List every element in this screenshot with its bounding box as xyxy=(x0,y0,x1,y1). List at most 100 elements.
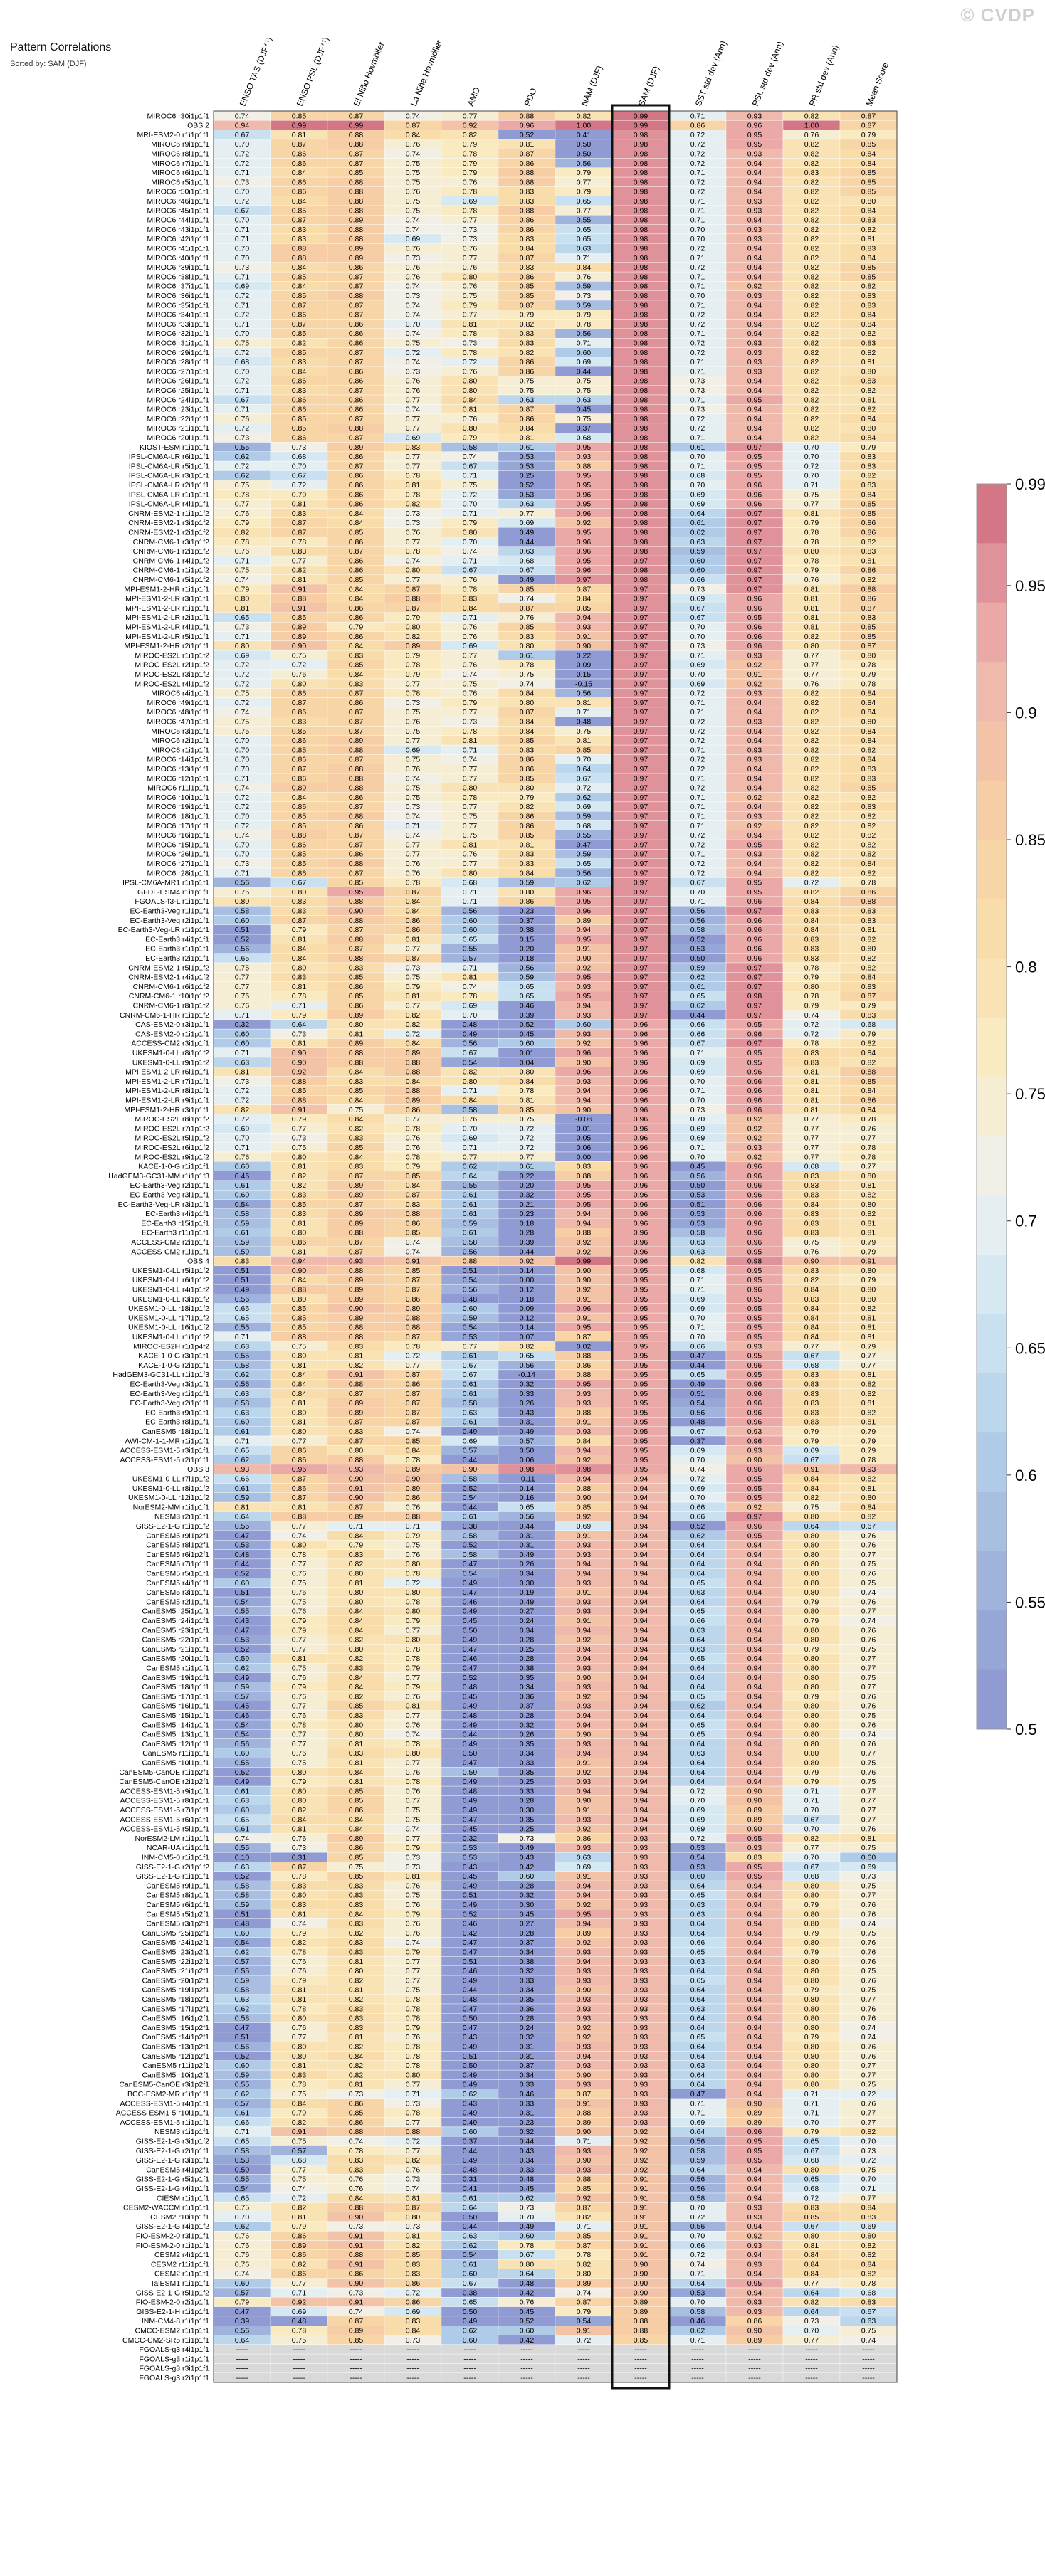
cell-value: 0.83 xyxy=(520,188,535,196)
cell-value: 0.81 xyxy=(463,320,478,329)
cell-value: 0.89 xyxy=(349,1219,364,1228)
cell-value: 0.71 xyxy=(690,1049,705,1057)
cell-value: 0.78 xyxy=(463,206,478,215)
cell-value: 0.15 xyxy=(577,670,592,679)
cell-value: 0.87 xyxy=(349,547,364,556)
cell-value: 0.82 xyxy=(804,140,819,149)
cell-value: 0.86 xyxy=(406,1494,421,1502)
cell-value: 0.91 xyxy=(349,1371,364,1379)
row-label: BCC-ESM2-MR r1i1p1f1 xyxy=(127,2090,209,2099)
cell-value: 0.88 xyxy=(349,197,364,206)
cell-value: 0.52 xyxy=(520,1020,535,1029)
cell-value: 0.77 xyxy=(861,1352,876,1361)
cell-value: 0.62 xyxy=(690,1531,705,1540)
cell-value: 0.71 xyxy=(690,813,705,821)
cell-value: 0.95 xyxy=(747,453,762,461)
cell-value: 0.83 xyxy=(349,1342,364,1351)
cell-value: 0.79 xyxy=(804,566,819,575)
cell-value: 0.76 xyxy=(861,1531,876,1540)
cell-value: 0.87 xyxy=(520,406,535,414)
cell-value: 0.84 xyxy=(406,1181,421,1190)
cell-value: 0.91 xyxy=(577,1314,592,1322)
cell-value: 0.84 xyxy=(292,1390,307,1398)
cell-value: 0.85 xyxy=(292,822,307,830)
row-label: CanESM5 r15i1p1f1 xyxy=(142,1711,209,1720)
cell-value: 0.69 xyxy=(690,1304,705,1313)
cell-value: 0.22 xyxy=(520,1172,535,1181)
cell-value: 0.79 xyxy=(235,519,250,527)
cell-value: 0.98 xyxy=(634,206,648,215)
cell-value: 1.00 xyxy=(577,122,592,130)
cell-value: 0.81 xyxy=(861,1324,876,1332)
row-label: CanESM5 r9i1p1f1 xyxy=(146,1881,209,1890)
cell-value: 0.83 xyxy=(804,169,819,177)
cell-value: 0.82 xyxy=(804,216,819,225)
row-label: MIROC6 r35i1p1f1 xyxy=(147,301,209,310)
cell-value: 0.97 xyxy=(747,1513,762,1521)
cell-value: 0.63 xyxy=(235,1390,250,1398)
cell-value: 0.84 xyxy=(292,1371,307,1379)
cell-value: 0.93 xyxy=(747,349,762,357)
cell-value: 0.84 xyxy=(520,424,535,433)
cell-value: 0.97 xyxy=(634,699,648,707)
cell-value: 0.78 xyxy=(861,1456,876,1464)
cell-value: 0.86 xyxy=(406,1295,421,1304)
cell-value: 0.81 xyxy=(463,737,478,745)
cell-value: 0.88 xyxy=(349,206,364,215)
cell-value: 0.93 xyxy=(577,1541,592,1550)
cell-value: 0.75 xyxy=(577,386,592,395)
cell-value: 0.90 xyxy=(577,1494,592,1502)
cell-value: 0.97 xyxy=(634,822,648,830)
cell-value: 0.96 xyxy=(634,1219,648,1228)
cell-value: 0.71 xyxy=(406,1522,421,1531)
cell-value: 0.84 xyxy=(804,1200,819,1209)
cell-value: 0.82 xyxy=(804,197,819,206)
cell-value: 0.82 xyxy=(804,301,819,310)
cell-value: 0.95 xyxy=(747,1267,762,1275)
cell-value: 0.84 xyxy=(349,1153,364,1161)
row-label: EC-Earth3 r15i1p1f1 xyxy=(141,1219,209,1228)
cell-value: 0.75 xyxy=(235,964,250,972)
cell-value: 0.73 xyxy=(235,434,250,443)
cell-value: 0.97 xyxy=(747,538,762,547)
row-label: ACCESS-ESM1-5 r2i1p1f1 xyxy=(120,1456,210,1464)
cell-value: 0.88 xyxy=(292,1286,307,1294)
row-label: EC-Earth3 r2i1p1f1 xyxy=(145,954,209,963)
cell-value: 0.82 xyxy=(861,1304,876,1313)
cell-value: 0.84 xyxy=(406,1040,421,1048)
cell-value: 0.83 xyxy=(861,765,876,774)
cell-value: 0.84 xyxy=(861,434,876,443)
cell-value: 0.69 xyxy=(690,661,705,670)
cell-value: 0.95 xyxy=(634,1408,648,1417)
row-label: IPSL-CM6A-LR r4i1p1f1 xyxy=(129,500,209,509)
cell-value: 0.72 xyxy=(235,699,250,707)
cell-value: 0.77 xyxy=(406,1002,421,1010)
cell-value: 0.94 xyxy=(634,1522,648,1531)
cell-value: 0.85 xyxy=(349,879,364,887)
cell-value: 0.96 xyxy=(747,1238,762,1247)
cell-value: 0.88 xyxy=(520,112,535,120)
row-label: CanESM5 r21i1p1f1 xyxy=(142,1645,209,1654)
cell-value: 0.93 xyxy=(747,112,762,120)
cell-value: 0.50 xyxy=(690,954,705,963)
cell-value: 0.73 xyxy=(690,642,705,650)
cell-value: 0.73 xyxy=(690,406,705,414)
cell-value: 0.83 xyxy=(520,746,535,754)
cell-value: 0.80 xyxy=(463,869,478,877)
row-label: CanESM5 r14i1p1f1 xyxy=(142,1721,209,1729)
cell-value: 0.76 xyxy=(406,869,421,877)
cell-value: 0.84 xyxy=(577,595,592,603)
cell-value: 0.80 xyxy=(861,651,876,660)
cell-value: 0.64 xyxy=(235,1513,250,1521)
cell-value: 0.87 xyxy=(349,358,364,366)
cell-value: 0.96 xyxy=(634,1229,648,1237)
cell-value: 0.69 xyxy=(463,1437,478,1445)
row-label: IPSL-CM6A-LR r3i1p1f1 xyxy=(129,472,209,480)
cell-value: 0.96 xyxy=(747,1286,762,1294)
cell-value: 0.87 xyxy=(349,690,364,698)
cell-value: 0.67 xyxy=(690,1040,705,1048)
cell-value: 0.98 xyxy=(634,434,648,443)
cell-value: 0.94 xyxy=(747,178,762,186)
cell-value: 0.82 xyxy=(804,708,819,717)
cell-value: 0.75 xyxy=(406,159,421,168)
